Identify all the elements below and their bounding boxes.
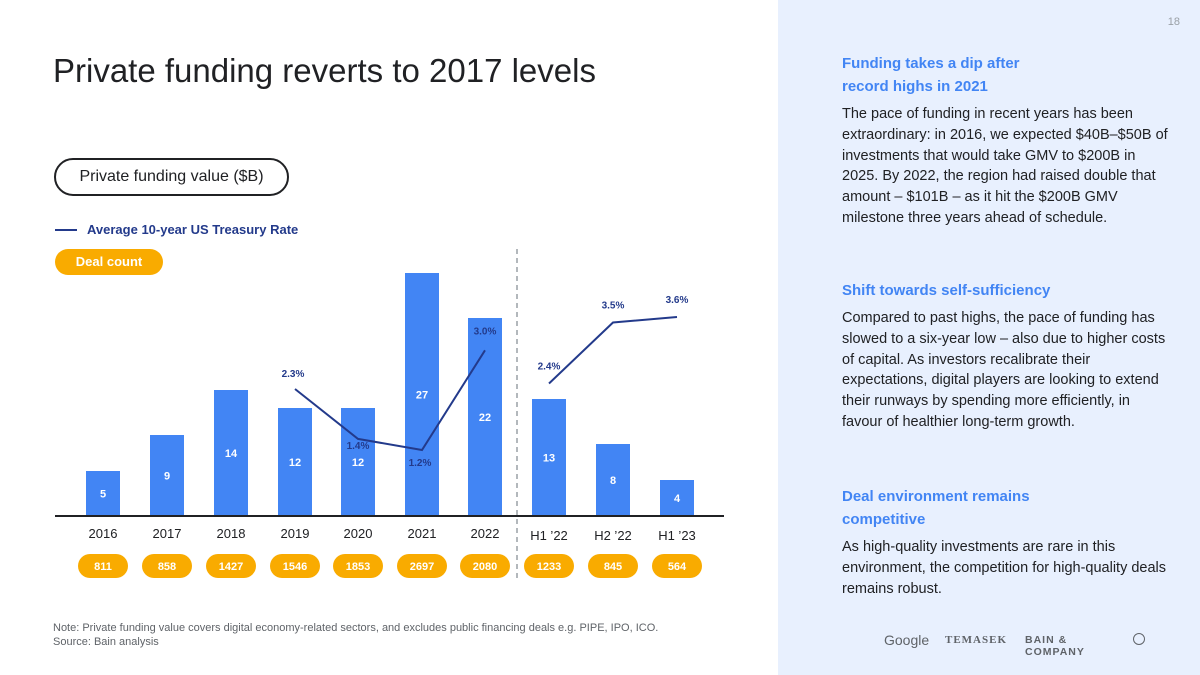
deal-count-pill: [333, 554, 383, 578]
deal-count-label: 2080: [473, 561, 497, 573]
treasury-rate-label: 2.3%: [282, 369, 305, 380]
insight-body: As high-quality investments are rare in …: [842, 539, 1167, 597]
deal-count-pill: [524, 554, 574, 578]
funding-bar: [150, 435, 184, 516]
insights-panel: 18: [778, 0, 1200, 675]
funding-chart: 5 9 14 12 12 27 22 13 8 4 2016 2017 2018 2019 2020 2021…: [55, 249, 724, 582]
bar-value-label: 13: [543, 453, 555, 465]
funding-bar: [660, 480, 694, 516]
insight-section-self-sufficiency: Shift towards self-sufficiency Compared …: [842, 279, 1172, 433]
page-number: 18: [1167, 16, 1180, 28]
bar-value-label: 9: [164, 471, 170, 483]
deal-count-label: 858: [158, 561, 176, 573]
deal-count-label: 845: [604, 561, 622, 573]
category-tick-label: 2021: [408, 526, 437, 541]
funding-bar: [405, 273, 439, 516]
bar-value-label: 14: [225, 448, 238, 460]
category-tick-label: 2016: [89, 526, 118, 541]
bar-value-label: 12: [352, 457, 364, 469]
insight-heading-line1: Funding takes a dip after: [842, 55, 1020, 72]
deal-count-label: 811: [94, 561, 112, 573]
bar-value-label: 27: [416, 390, 428, 402]
bain-logo: BAIN & COMPANY: [1025, 634, 1085, 658]
deal-count-legend: Deal count: [55, 249, 163, 275]
deal-count-label: 1546: [283, 561, 307, 573]
temasek-logo: TEMASEK: [945, 634, 1008, 646]
funding-value-legend: Private funding value ($B): [54, 158, 289, 196]
deal-count-pill: [588, 554, 638, 578]
deal-count-label: 1427: [219, 561, 243, 573]
bain-mark-icon: [1133, 633, 1145, 645]
category-tick-label: H1 ’22: [530, 528, 568, 543]
deal-count-pill: [206, 554, 256, 578]
footnote-note: Note: Private funding value covers digit…: [53, 622, 659, 634]
footnote: Note: Private funding value covers digit…: [53, 621, 658, 649]
deal-count-pill: [397, 554, 447, 578]
treasury-rate-label: 1.2%: [409, 458, 432, 469]
treasury-rate-label: 1.4%: [347, 441, 370, 452]
funding-bar: [341, 408, 375, 516]
funding-bar: [214, 390, 248, 516]
insight-heading-line2: record highs in 2021: [842, 78, 988, 95]
category-tick-label: 2022: [471, 526, 500, 541]
bar-value-label: 22: [479, 412, 491, 424]
funding-bar: [596, 444, 630, 516]
deal-count-label: 1233: [537, 561, 561, 573]
chart-panel: Private funding reverts to 2017 levels P…: [53, 52, 724, 649]
insight-heading: Funding takes a dip after record highs i…: [842, 52, 1172, 98]
deal-count-pill: [142, 554, 192, 578]
treasury-rate-label: 3.0%: [474, 326, 497, 337]
insight-heading: Shift towards self-sufficiency: [842, 282, 1051, 299]
google-logo: Google: [884, 632, 930, 648]
deal-count-pill: [78, 554, 128, 578]
treasury-rate-label: 2.4%: [538, 362, 561, 373]
insight-section-deal-environment: Deal environment remains competitive As …: [842, 485, 1172, 599]
bar-value-label: 8: [610, 475, 616, 487]
insight-body: The pace of funding in recent years has …: [842, 106, 1168, 226]
treasury-rate-label: 3.5%: [602, 301, 625, 312]
category-tick-label: H2 ’22: [594, 528, 632, 543]
category-tick-label: H1 ’23: [658, 528, 696, 543]
insight-heading-line1: Deal environment remains: [842, 488, 1030, 505]
funding-bar: [278, 408, 312, 516]
insight-heading: Deal environment remains competitive: [842, 485, 1172, 531]
treasury-rate-legend-line: [55, 229, 77, 231]
insight-body: Compared to past highs, the pace of fund…: [842, 310, 1166, 430]
deal-count-pill: [652, 554, 702, 578]
deal-count-label: 2697: [410, 561, 434, 573]
footnote-source: Source: Bain analysis: [53, 636, 159, 648]
category-tick-label: 2017: [153, 526, 182, 541]
insight-heading-line2: competitive: [842, 511, 926, 528]
funding-bar: [532, 399, 566, 516]
funding-bar: [86, 471, 120, 516]
category-tick-label: 2019: [281, 526, 310, 541]
treasury-rate-line-halfyear: [548, 316, 678, 385]
page-title: Private funding reverts to 2017 levels: [53, 52, 596, 89]
deal-count-label: 564: [668, 561, 687, 573]
deal-count-pill: [270, 554, 320, 578]
deal-count-pill: [460, 554, 510, 578]
bar-value-label: 12: [289, 457, 301, 469]
bar-value-label: 5: [100, 489, 106, 501]
insight-section-funding-dip: Funding takes a dip after record highs i…: [842, 52, 1172, 229]
category-tick-label: 2020: [344, 526, 373, 541]
deal-count-label: 1853: [346, 561, 370, 573]
bar-value-label: 4: [674, 493, 681, 505]
treasury-rate-legend-label: Average 10-year US Treasury Rate: [87, 222, 299, 237]
treasury-rate-line-annual: [294, 349, 486, 452]
treasury-rate-label: 3.6%: [666, 295, 689, 306]
category-tick-label: 2018: [217, 526, 246, 541]
